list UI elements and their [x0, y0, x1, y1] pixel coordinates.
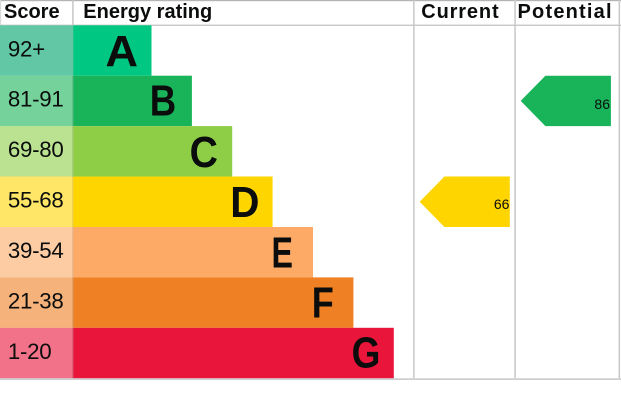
svg-text:A: A [105, 28, 138, 76]
svg-text:Score: Score [4, 1, 60, 23]
svg-text:Energy rating: Energy rating [83, 1, 212, 23]
svg-text:Potential: Potential [518, 1, 613, 23]
svg-text:81-91: 81-91 [8, 87, 64, 112]
svg-text:66: 66 [494, 196, 510, 212]
svg-text:F: F [312, 280, 334, 328]
svg-text:C: C [190, 128, 218, 176]
svg-text:Current: Current [421, 1, 499, 23]
svg-text:69-80: 69-80 [8, 137, 64, 162]
svg-text:92+: 92+ [8, 36, 45, 61]
svg-text:G: G [352, 328, 381, 378]
svg-text:D: D [230, 177, 259, 226]
svg-text:86: 86 [594, 96, 610, 112]
svg-text:21-38: 21-38 [8, 288, 64, 313]
svg-text:55-68: 55-68 [8, 188, 64, 213]
svg-text:B: B [150, 76, 176, 125]
svg-text:E: E [271, 229, 292, 278]
svg-text:39-54: 39-54 [8, 238, 64, 263]
svg-text:1-20: 1-20 [8, 339, 51, 364]
